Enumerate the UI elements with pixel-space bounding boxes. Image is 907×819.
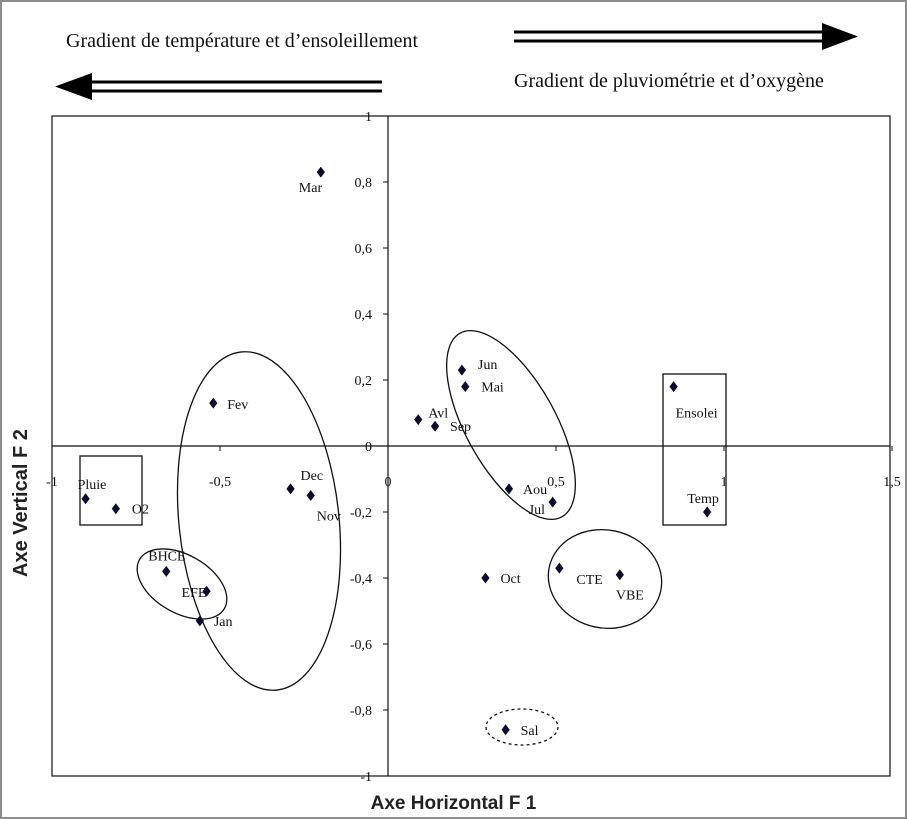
temperature-gradient-label: Gradient de température et d’ensoleillem…: [66, 30, 419, 52]
point-marker-ensolei: [669, 381, 678, 393]
point-label-bhce: BHCE: [148, 549, 185, 564]
cluster-outlines: [79, 329, 727, 746]
bhce-efe-ellipse: [136, 548, 228, 620]
point-marker-sal: [501, 724, 510, 736]
y-tick-label: -0,6: [350, 638, 372, 653]
point-label-sal: Sal: [521, 724, 539, 739]
point-marker-mar: [316, 166, 325, 178]
point-marker-vbe: [615, 569, 624, 581]
point-label-sep: Sep: [450, 420, 471, 435]
point-marker-cte: [555, 562, 564, 574]
point-label-nov: Nov: [317, 510, 341, 525]
x-tick-label: -1: [46, 475, 58, 490]
point-marker-pluie: [81, 493, 90, 505]
point-marker-oct: [481, 572, 490, 584]
point-label-avl: Avl: [428, 407, 448, 422]
point-label-ensolei: Ensolei: [676, 407, 718, 422]
point-marker-fev: [209, 397, 218, 409]
point-label-mai: Mai: [481, 381, 504, 396]
x-tick-label: -0,5: [209, 475, 231, 490]
y-tick-group: 1 0,8 0,6 0,4 0,2 0 -0,2 -0,4 -0,6 -0,8 -1: [350, 110, 388, 785]
y-tick-label: -0,2: [350, 506, 372, 521]
point-marker-bhce: [162, 565, 171, 577]
y-tick-label: 0,6: [355, 242, 373, 257]
point-label-jun: Jun: [478, 358, 497, 373]
point-marker-o2: [111, 503, 120, 515]
point-marker-nov: [306, 490, 315, 501]
point-marker-jul: [548, 496, 557, 508]
x-tick-label: 1: [721, 475, 728, 490]
point-marker-sep: [430, 420, 440, 432]
right-gradient-arrow-icon: [514, 23, 858, 50]
data-points: Mar Fev Dec Nov Pluie O2 BHCE EFE Jan Jun Mai AvlSe…: [78, 166, 719, 739]
left-gradient-arrow-icon: [55, 73, 382, 100]
sal-dashed-ellipse: [485, 708, 559, 746]
x-tick-label: 0,5: [547, 475, 565, 490]
point-label-o2: O2: [132, 503, 149, 518]
point-marker-jun: [457, 364, 467, 376]
point-marker-dec: [286, 483, 295, 495]
point-label-jan: Jan: [214, 615, 233, 630]
point-marker-mai: [461, 381, 470, 393]
point-label-fev: Fev: [227, 398, 248, 413]
point-label-cte: CTE: [576, 573, 602, 588]
y-tick-label: -1: [360, 770, 372, 785]
summer-months-ellipse: [446, 329, 576, 521]
point-label-vbe: VBE: [616, 589, 644, 604]
y-tick-label: -0,4: [350, 572, 372, 587]
y-tick-label: 0,4: [355, 308, 373, 323]
point-marker-temp: [703, 506, 712, 518]
point-label-pluie: Pluie: [78, 478, 107, 493]
point-label-efe: EFE: [182, 586, 207, 601]
rainfall-gradient-label: Gradient de pluviométrie et d’oxygène: [514, 70, 824, 92]
x-tick-label: 1,5: [883, 475, 901, 490]
point-label-mar: Mar: [299, 181, 323, 196]
y-tick-label: 1: [365, 110, 372, 125]
point-label-aou: Aou: [523, 483, 547, 498]
pluie-o2-box: [79, 455, 143, 526]
point-marker-jan: [195, 615, 204, 627]
point-marker-aou: [504, 483, 514, 495]
y-tick-label: -0,8: [350, 704, 372, 719]
y-tick-label: 0,8: [355, 176, 373, 191]
cte-vbe-ellipse: [547, 528, 663, 630]
x-tick-group: -1 -0,5 0 0,5 1 1,5: [46, 446, 901, 490]
point-marker-efe: [202, 585, 211, 597]
y-tick-label: 0: [365, 440, 372, 455]
ensolei-temp-box: [662, 373, 727, 526]
point-label-dec: Dec: [301, 469, 324, 484]
winter-months-ellipse: [176, 351, 342, 691]
y-tick-label: 0,2: [355, 374, 373, 389]
x-tick-label: 0: [385, 475, 392, 490]
x-axis-label: Axe Horizontal F 1: [370, 793, 537, 814]
point-marker-avl: [414, 414, 423, 426]
point-label-oct: Oct: [500, 572, 520, 587]
point-label-jul: Jul: [529, 503, 545, 518]
point-label-temp: Temp: [687, 492, 719, 507]
